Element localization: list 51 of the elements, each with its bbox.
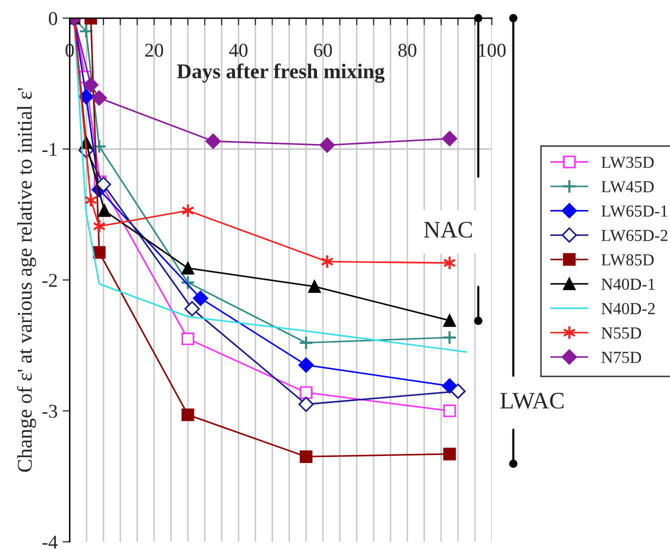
y-tick-label: -2: [42, 274, 57, 287]
point: [298, 396, 314, 412]
point: [182, 332, 194, 346]
point: [184, 301, 200, 316]
point: [98, 204, 111, 217]
x-axis-title: Days after fresh mixing: [177, 63, 385, 83]
legend-label: N40D-2: [601, 302, 655, 314]
point: [92, 90, 107, 106]
point: [182, 262, 194, 274]
point: [92, 246, 106, 259]
point: [83, 77, 98, 93]
legend-label: LW45D: [601, 181, 654, 192]
point: [442, 330, 457, 345]
legend-label: LW65D-1: [601, 206, 668, 217]
y-axis-title: Change of ε' at various age relative to initial ε': [16, 88, 36, 472]
y-tick-label: -1: [42, 142, 57, 156]
point: [298, 357, 314, 373]
point: [450, 384, 466, 399]
point: [300, 386, 312, 399]
point: [78, 24, 94, 39]
point: [96, 176, 112, 192]
point: [206, 134, 221, 149]
legend-label: LW85D: [601, 254, 654, 266]
text: LWAC: [500, 392, 564, 409]
point: [443, 314, 456, 327]
point: [192, 290, 208, 306]
y-tick-label: -4: [42, 536, 58, 548]
legend-label: N40D-1: [601, 278, 655, 290]
point: [308, 280, 321, 293]
point: [443, 448, 456, 460]
x-tick-label: 40: [229, 44, 248, 57]
legend-label: N75D: [601, 352, 642, 364]
point: [180, 275, 196, 290]
point: [92, 218, 106, 234]
legend-label: N55D: [601, 328, 642, 339]
x-tick-label: 80: [398, 44, 416, 57]
x-tick-label: 60: [314, 44, 332, 57]
point: [442, 130, 458, 146]
point: [320, 137, 335, 153]
point: [92, 139, 107, 154]
x-tick-label: 20: [145, 44, 164, 57]
point: [443, 404, 456, 418]
point: [300, 450, 312, 463]
point: [298, 335, 314, 350]
point: [84, 192, 98, 208]
annotation: NAC: [424, 222, 472, 238]
y-tick-label: -3: [42, 404, 58, 418]
legend-label: LW65D-2: [601, 230, 668, 242]
point: [182, 408, 194, 422]
y-tick-label: 0: [48, 12, 58, 26]
legend-label: LW35D: [601, 156, 654, 168]
